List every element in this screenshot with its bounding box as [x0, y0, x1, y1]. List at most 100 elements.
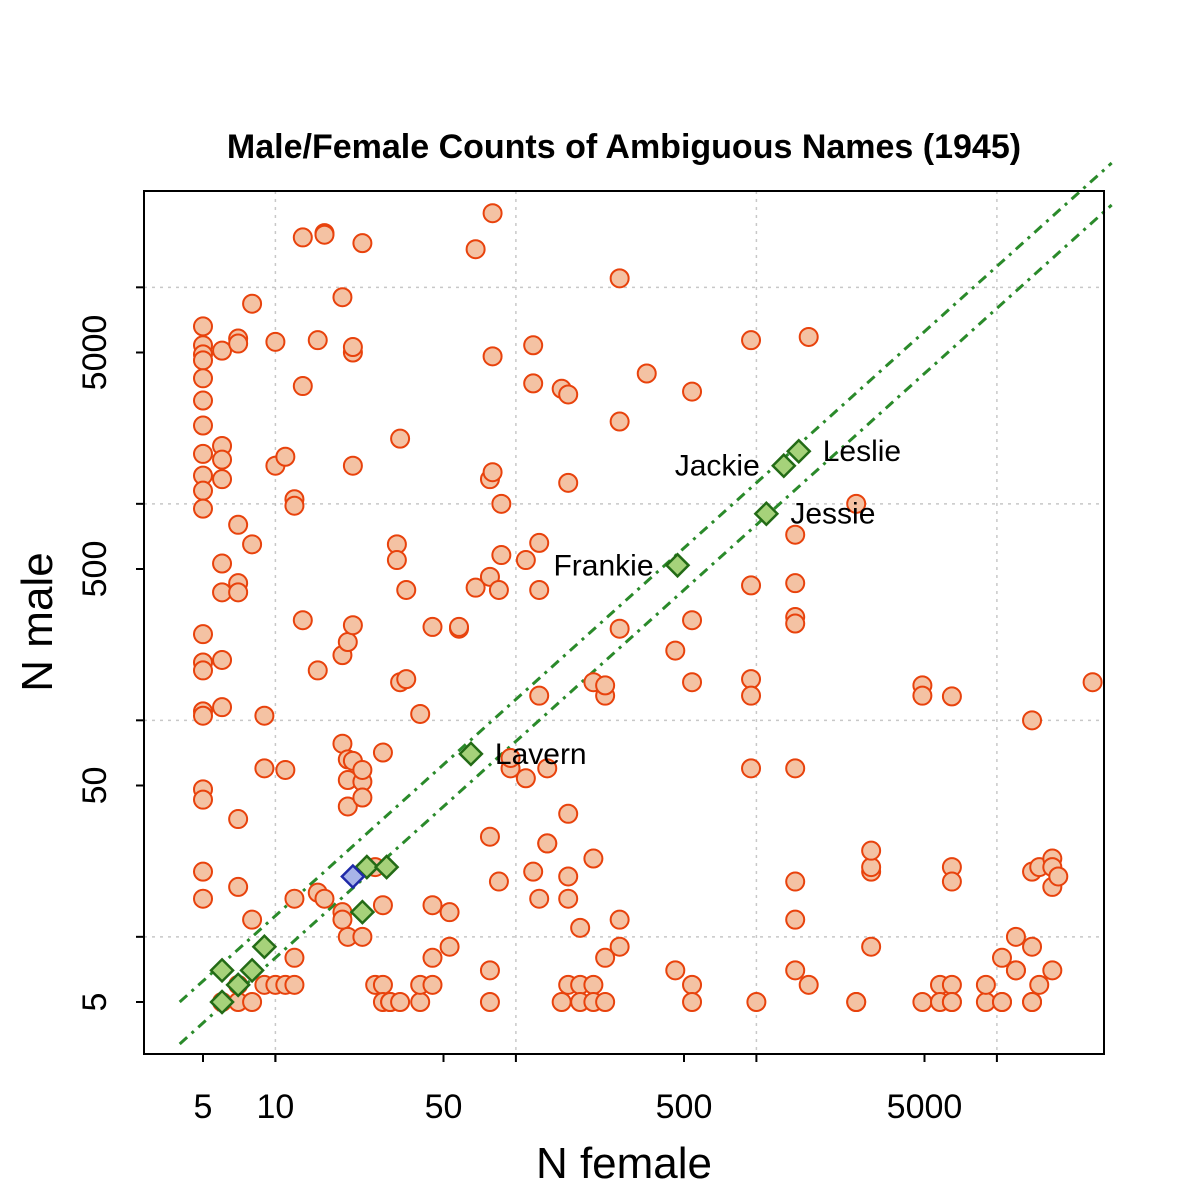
data-point — [1022, 992, 1043, 1012]
data-point — [242, 909, 263, 930]
data-point — [741, 758, 762, 779]
data-point — [741, 685, 762, 706]
data-point — [193, 316, 213, 337]
data-point — [422, 895, 443, 916]
data-point — [912, 992, 933, 1012]
y-tick-label: 500 — [76, 541, 114, 598]
data-point — [595, 675, 616, 696]
data-point — [741, 575, 762, 596]
data-point — [410, 703, 431, 724]
data-point — [682, 610, 703, 631]
data-point — [682, 381, 703, 402]
data-point — [523, 373, 544, 394]
data-point — [798, 326, 819, 347]
data-point — [265, 331, 286, 352]
data-point — [284, 888, 305, 909]
data-point — [332, 287, 353, 308]
data-point — [275, 446, 296, 467]
data-point — [212, 553, 233, 574]
focus-point — [340, 863, 366, 890]
data-point — [212, 469, 233, 490]
highlight-point — [664, 552, 691, 579]
highlight-point — [753, 500, 780, 527]
data-point — [558, 888, 579, 909]
data-point — [1029, 974, 1050, 995]
data-point — [228, 876, 249, 897]
data-point — [342, 455, 363, 476]
data-point — [254, 758, 275, 779]
data-point — [193, 789, 213, 810]
x-tick-label: 500 — [656, 1088, 713, 1126]
data-point — [861, 840, 882, 861]
data-point — [1022, 710, 1043, 731]
data-point — [529, 532, 550, 553]
data-point — [390, 428, 411, 449]
data-point — [558, 472, 579, 493]
data-point — [479, 992, 500, 1012]
data-point — [523, 335, 544, 356]
data-point — [941, 974, 962, 995]
data-point — [941, 992, 962, 1012]
data-point — [537, 758, 558, 779]
data-point — [275, 759, 296, 780]
data-point — [352, 759, 373, 780]
data-point — [212, 340, 233, 361]
highlight-point — [251, 933, 278, 960]
data-point — [941, 871, 962, 892]
point-label: Lavern — [495, 738, 587, 771]
data-point — [609, 411, 630, 432]
data-point — [422, 947, 443, 968]
data-point — [193, 443, 213, 464]
data-point — [515, 550, 536, 571]
data-point — [583, 848, 604, 869]
data-point — [292, 227, 313, 248]
data-point — [595, 947, 616, 968]
data-point — [193, 480, 213, 501]
data-point — [314, 224, 335, 245]
data-point — [500, 747, 521, 768]
data-point — [570, 917, 591, 938]
data-point — [193, 888, 213, 909]
data-point — [193, 498, 213, 519]
data-point — [488, 871, 509, 892]
data-point — [337, 796, 358, 817]
y-tick-label: 5 — [76, 993, 114, 1012]
data-point — [529, 579, 550, 600]
data-point — [941, 686, 962, 707]
highlight-point — [771, 452, 797, 479]
data-point — [307, 660, 328, 681]
highlight-point — [209, 957, 235, 984]
data-point — [372, 895, 393, 916]
data-point — [482, 346, 503, 367]
data-point — [284, 974, 305, 995]
data-point — [785, 524, 806, 545]
data-point — [846, 493, 867, 514]
data-point — [1082, 672, 1103, 693]
data-point — [529, 888, 550, 909]
x-tick-label: 5 — [194, 1088, 213, 1126]
data-point — [861, 857, 882, 878]
data-point — [439, 902, 460, 923]
data-point — [212, 449, 233, 470]
data-point — [551, 992, 572, 1012]
data-point — [352, 233, 373, 254]
reference-line — [178, 161, 1113, 1004]
data-point — [558, 384, 579, 405]
data-point — [352, 926, 373, 947]
data-point — [785, 871, 806, 892]
data-point — [991, 992, 1012, 1012]
data-point — [975, 974, 996, 995]
data-point — [284, 947, 305, 968]
data-point — [912, 685, 933, 706]
x-tick-label: 50 — [425, 1088, 463, 1126]
data-point — [284, 495, 305, 516]
data-point — [1048, 866, 1069, 887]
chart-title: Male/Female Counts of Ambiguous Names (1… — [227, 128, 1021, 166]
data-point — [212, 649, 233, 670]
data-point — [558, 803, 579, 824]
data-point — [337, 632, 358, 653]
y-axis-title: N male — [13, 552, 62, 691]
highlight-point — [785, 438, 812, 464]
highlight-point — [349, 899, 376, 925]
data-point — [292, 376, 313, 397]
